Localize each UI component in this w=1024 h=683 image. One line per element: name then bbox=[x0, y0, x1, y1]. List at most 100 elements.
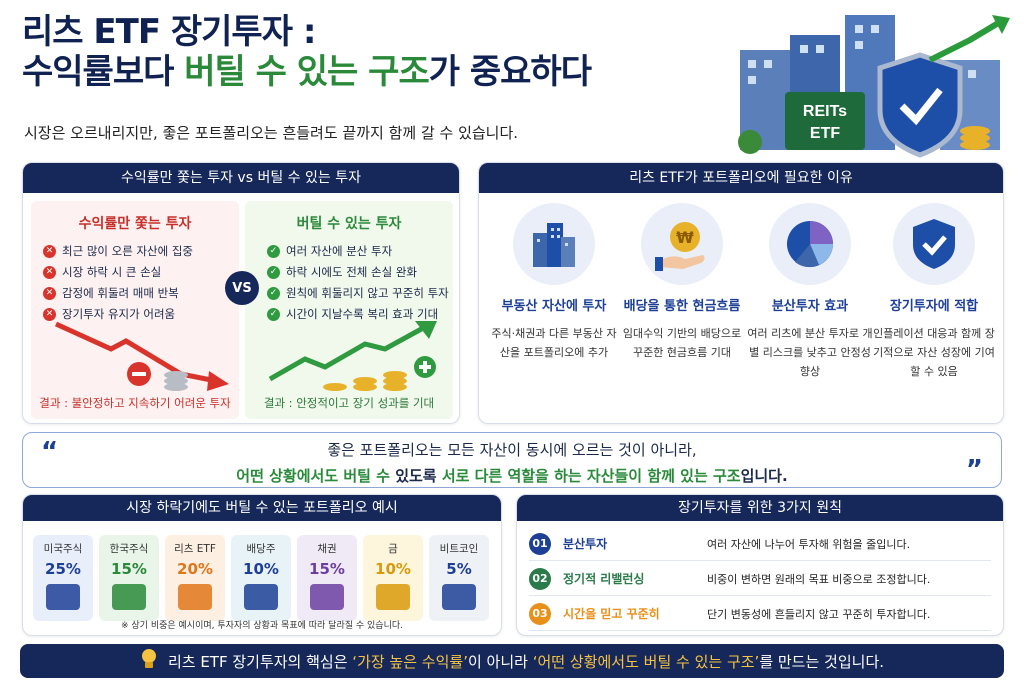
principle-name: 분산투자 bbox=[563, 537, 608, 551]
good-list: ✓ 여러 자산에 분산 투자 ✓ 하락 시에도 전체 손실 완화 ✓ 원칙에 휘둘리지… bbox=[267, 241, 453, 325]
coin-hand-icon: ₩ bbox=[641, 203, 723, 285]
quote-highlight: 서로 다른 역할을 하는 자산들이 함께 있는 구조 bbox=[441, 467, 741, 485]
principle-desc: 여러 자산에 나누어 투자해 위험을 줄입니다. bbox=[707, 537, 911, 551]
asset-weight: 10% bbox=[243, 560, 279, 578]
compare-header: 수익률만 쫓는 투자 vs 버틸 수 있는 투자 bbox=[23, 163, 459, 193]
x-icon: ✕ bbox=[43, 308, 56, 321]
principle-row: 03 시간을 믿고 꾸준히 단기 변동성에 흔들리지 않고 꾸준히 투자합니다. bbox=[529, 597, 991, 631]
item-text: 장기투자 유지가 어려움 bbox=[62, 307, 176, 321]
list-item: ✓ 원칙에 휘둘리지 않고 꾸준히 투자 bbox=[267, 283, 453, 304]
x-icon: ✕ bbox=[43, 245, 56, 258]
asset-label: 한국주식 bbox=[109, 543, 149, 555]
good-investing-column: 버틸 수 있는 투자 ✓ 여러 자산에 분산 투자 ✓ 하락 시에도 전체 손실 완… bbox=[245, 201, 453, 419]
quote-line2: 어떤 상황에서도 버틸 수 있도록 서로 다른 역할을 하는 자산들이 함께 있… bbox=[23, 465, 1001, 486]
building-icon bbox=[178, 584, 212, 610]
quote-part: 있도록 bbox=[395, 467, 442, 485]
reason-title: 부동산 자산에 투자 bbox=[501, 299, 607, 314]
pie-chart-icon bbox=[769, 203, 851, 285]
principle-name: 시간을 믿고 꾸준히 bbox=[563, 607, 660, 621]
reason-desc: 주식·채권과 다른 부동산 자산을 포트폴리오에 추가 bbox=[491, 327, 617, 359]
portfolio-card: 비트코인 5% bbox=[429, 535, 489, 621]
bad-investing-column: 수익률만 쫓는 투자 ✕ 최근 많이 오른 자산에 집중 ✕ 시장 하락 시 큰 손… bbox=[31, 201, 239, 419]
principle-desc: 비중이 변하면 원래의 목표 비중으로 조정합니다. bbox=[707, 572, 931, 586]
bad-list: ✕ 최근 많이 오른 자산에 집중 ✕ 시장 하락 시 큰 손실 ✕ 감정에 휘둘려 … bbox=[43, 241, 239, 325]
list-item: ✓ 시간이 지날수록 복리 효과 기대 bbox=[267, 304, 453, 325]
compare-panel: 수익률만 쫓는 투자 vs 버틸 수 있는 투자 수익률만 쫓는 투자 ✕ 최근 … bbox=[22, 162, 460, 424]
falling-chart-icon bbox=[54, 321, 229, 391]
principle-row: 01 분산투자 여러 자산에 나누어 투자해 위험을 줄입니다. bbox=[529, 527, 991, 561]
reason-desc: 여러 리츠에 분산 투자로 개별 리스크를 낮추고 안정성 향상 bbox=[747, 327, 873, 378]
portfolio-card: 미국주식 25% bbox=[33, 535, 93, 621]
vs-badge: VS bbox=[225, 271, 259, 305]
footer-part: 이 아니라 bbox=[467, 652, 533, 671]
asset-label: 리츠 ETF bbox=[174, 543, 216, 555]
asset-label: 배당주 bbox=[246, 543, 276, 555]
reason-desc: 임대수익 기반의 배당으로 꾸준한 현금흐름 기대 bbox=[622, 327, 742, 359]
reason-card: 분산투자 효과 여러 리츠에 분산 투자로 개별 리스크를 낮추고 안정성 향상 bbox=[745, 203, 875, 381]
asset-label: 채권 bbox=[317, 543, 337, 555]
item-text: 여러 자산에 분산 투자 bbox=[286, 244, 393, 258]
list-item: ✕ 장기투자 유지가 어려움 bbox=[43, 304, 239, 325]
asset-weight: 10% bbox=[375, 560, 411, 578]
open-quote-icon: “ bbox=[41, 437, 59, 467]
key-quote: “ 좋은 포트폴리오는 모든 자산이 동시에 오르는 것이 아니라, 어떤 상황… bbox=[22, 432, 1002, 488]
chart-up-icon bbox=[112, 584, 146, 610]
reason-title: 배당을 통한 현금흐름 bbox=[623, 299, 741, 314]
principles-panel: 장기투자를 위한 3가지 원칙 01 분산투자 여러 자산에 나누어 투자해 위험을… bbox=[516, 494, 1004, 636]
asset-label: 금 bbox=[388, 543, 398, 555]
principles-header: 장기투자를 위한 3가지 원칙 bbox=[517, 495, 1003, 521]
good-title: 버틸 수 있는 투자 bbox=[296, 216, 402, 232]
x-icon: ✕ bbox=[43, 287, 56, 300]
subtitle: 시장은 오르내리지만, 좋은 포트폴리오는 흔들려도 끝까지 함께 갈 수 있습… bbox=[24, 124, 519, 142]
portfolio-card: 배당주 10% bbox=[231, 535, 291, 621]
check-icon: ✓ bbox=[267, 245, 280, 258]
footer-text: 리츠 ETF 장기투자의 핵심은 ‘가장 높은 수익률’이 아니라 ‘어떤 상황… bbox=[168, 651, 884, 672]
page-title: 리츠 ETF 장기투자 : 수익률보다 버틸 수 있는 구조가 중요하다 bbox=[22, 12, 592, 92]
footer-highlight: ‘가장 높은 수익률’ bbox=[352, 652, 468, 671]
asset-weight: 5% bbox=[446, 560, 472, 578]
portfolio-header: 시장 하락기에도 버틸 수 있는 포트폴리오 예시 bbox=[23, 495, 501, 521]
chart-up-icon bbox=[46, 584, 80, 610]
quote-line1: 좋은 포트폴리오는 모든 자산이 동시에 오르는 것이 아니라, bbox=[327, 441, 697, 459]
title-highlight: 버틸 수 있는 구조 bbox=[184, 52, 429, 92]
title-line2: 수익률보다 버틸 수 있는 구조가 중요하다 bbox=[22, 52, 592, 92]
reasons-panel: 리츠 ETF가 포트폴리오에 필요한 이유 부동산 자산에 투자 주식·채권과 … bbox=[478, 162, 1004, 424]
portfolio-card: 한국주식 15% bbox=[99, 535, 159, 621]
reason-card: 부동산 자산에 투자 주식·채권과 다른 부동산 자산을 포트폴리오에 추가 bbox=[489, 203, 619, 362]
principle-desc: 단기 변동성에 흔들리지 않고 꾸준히 투자합니다. bbox=[707, 607, 931, 621]
footer-banner: 리츠 ETF 장기투자의 핵심은 ‘가장 높은 수익률’이 아니라 ‘어떤 상황… bbox=[20, 644, 1004, 678]
list-item: ✕ 시장 하락 시 큰 손실 bbox=[43, 262, 239, 283]
principle-name: 정기적 리밸런싱 bbox=[563, 572, 645, 586]
portfolio-card: 리츠 ETF 20% bbox=[165, 535, 225, 621]
building-icon bbox=[513, 203, 595, 285]
check-icon: ✓ bbox=[267, 287, 280, 300]
bad-result: 결과 : 불안정하고 지속하기 어려운 투자 bbox=[39, 396, 231, 410]
good-result: 결과 : 안정적이고 장기 성과를 기대 bbox=[263, 396, 435, 410]
reasons-header: 리츠 ETF가 포트폴리오에 필요한 이유 bbox=[479, 163, 1003, 193]
asset-weight: 20% bbox=[177, 560, 213, 578]
asset-label: 비트코인 bbox=[439, 543, 479, 555]
footer-highlight: ‘어떤 상황에서도 버틸 수 있는 구조’ bbox=[532, 652, 760, 671]
item-text: 원칙에 휘둘리지 않고 꾸준히 투자 bbox=[286, 286, 449, 300]
reason-title: 장기투자에 적합 bbox=[889, 299, 979, 314]
item-text: 최근 많이 오른 자산에 집중 bbox=[62, 244, 194, 258]
asset-weight: 15% bbox=[111, 560, 147, 578]
bitcoin-icon bbox=[442, 584, 476, 610]
reason-title: 분산투자 효과 bbox=[771, 299, 849, 314]
coins-icon bbox=[244, 584, 278, 610]
lightbulb-icon bbox=[140, 648, 158, 674]
x-icon: ✕ bbox=[43, 266, 56, 279]
check-icon: ✓ bbox=[267, 266, 280, 279]
certificate-icon bbox=[310, 584, 344, 610]
check-icon: ✓ bbox=[267, 308, 280, 321]
quote-part: 입니다. bbox=[740, 467, 788, 485]
close-quote-icon: ” bbox=[965, 455, 983, 485]
reason-card: ₩ 배당을 통한 현금흐름 임대수익 기반의 배당으로 꾸준한 현금흐름 기대 bbox=[617, 203, 747, 362]
portfolio-card: 금 10% bbox=[363, 535, 423, 621]
asset-weight: 15% bbox=[309, 560, 345, 578]
quote-highlight: 어떤 상황에서도 버틸 수 bbox=[236, 467, 396, 485]
footer-part: 리츠 ETF 장기투자의 핵심은 bbox=[167, 652, 353, 671]
footer-part: 를 만드는 것입니다. bbox=[759, 652, 885, 671]
principle-number: 02 bbox=[529, 567, 551, 590]
shield-icon bbox=[893, 203, 975, 285]
